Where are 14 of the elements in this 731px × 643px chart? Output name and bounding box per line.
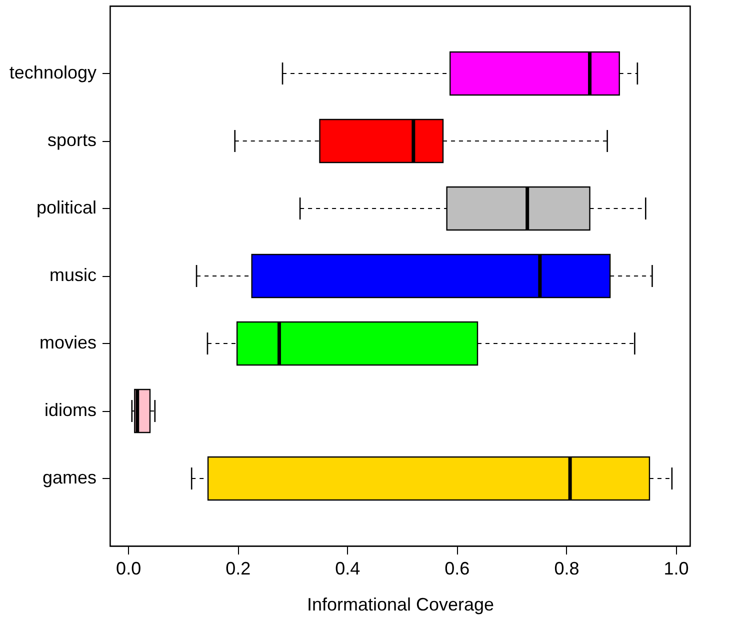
x-tick-label: 0.4 [335,558,360,578]
y-tick-label: sports [47,130,96,150]
x-tick-label: 0.0 [116,558,142,578]
x-axis-title: Informational Coverage [306,594,494,614]
y-tick-label: movies [39,332,96,352]
y-tick-label: games [42,468,96,488]
y-tick-label: political [36,198,96,218]
x-tick-label: 0.8 [554,558,580,578]
y-tick-label: idioms [44,400,96,420]
x-tick-label: 0.6 [444,558,470,578]
x-tick-label: 1.0 [664,558,689,578]
x-tick-label: 0.2 [226,558,251,578]
y-tick-label: technology [9,62,96,82]
y-tick-label: music [49,265,96,285]
